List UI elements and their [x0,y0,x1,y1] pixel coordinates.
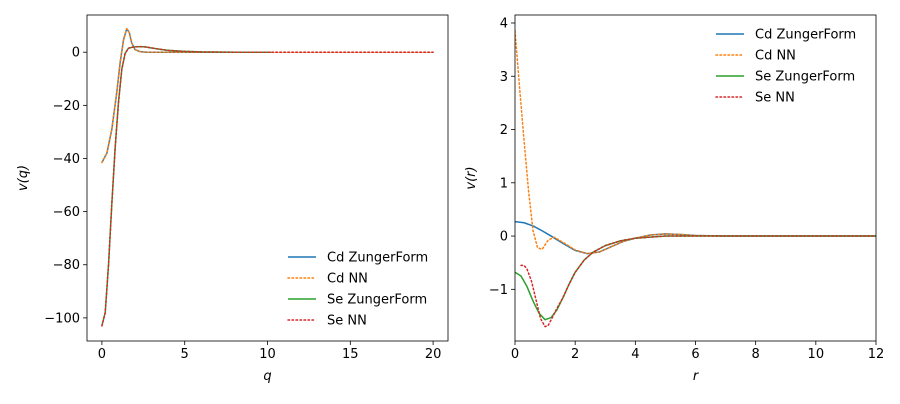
y-tick-label: −80 [53,258,80,273]
x-tick-label: 6 [691,347,699,362]
legend-entry-label: Cd NN [327,272,368,287]
x-tick-label: 8 [752,347,760,362]
y-tick-label: 0 [72,46,80,61]
x-tick-label: 10 [808,347,825,362]
x-tick-label: 4 [631,347,639,362]
y-axis-label: v(q) [16,165,31,191]
y-tick-label: −40 [53,152,80,167]
legend-entry-label: Se NN [755,91,795,106]
x-tick-label: 12 [868,347,885,362]
y-tick-label: 3 [500,70,508,85]
y-tick-label: −20 [53,99,80,114]
x-tick-label: 2 [571,347,579,362]
x-tick-label: 10 [259,347,276,362]
x-tick-label: 0 [511,347,519,362]
legend-entry-label: Cd ZungerForm [327,251,428,266]
y-tick-label: −1 [489,283,508,298]
x-tick-label: 0 [98,347,106,362]
series-group [515,30,876,328]
y-axis-label: v(r) [464,166,479,189]
series-line-cd-nn [101,28,434,164]
legend-entry-label: Se ZungerForm [755,70,855,85]
chart-1: 0 5 10 15 20 0 −20 −40 −60 −80 −100 q v(q) Cd ZungerF… [16,14,449,384]
y-tick-label: 0 [500,230,508,245]
x-tick-label: 5 [181,347,189,362]
legend: Cd ZungerForm Cd NN Se ZungerForm Se NN [287,251,428,329]
x-tick-label: 15 [342,347,359,362]
x-axis-label: q [263,369,271,384]
series-line-se-nn [520,235,876,328]
y-tick-label: 1 [500,176,508,191]
legend: Cd ZungerForm Cd NN Se ZungerForm Se NN [715,28,856,106]
series-line-se-nn [101,45,434,327]
legend-entry-label: Se ZungerForm [327,293,427,308]
y-tick-label: 2 [500,123,508,138]
y-tick-label: −100 [44,311,80,326]
legend-entry-label: Se NN [327,314,367,329]
series-group [101,28,434,327]
legend-entry-label: Cd ZungerForm [755,28,856,43]
legend-entry-label: Cd NN [755,49,796,64]
x-axis-label: r [693,369,700,384]
x-tick-label: 20 [425,347,442,362]
y-tick-label: −60 [53,205,80,220]
y-tick-label: 4 [500,16,508,31]
